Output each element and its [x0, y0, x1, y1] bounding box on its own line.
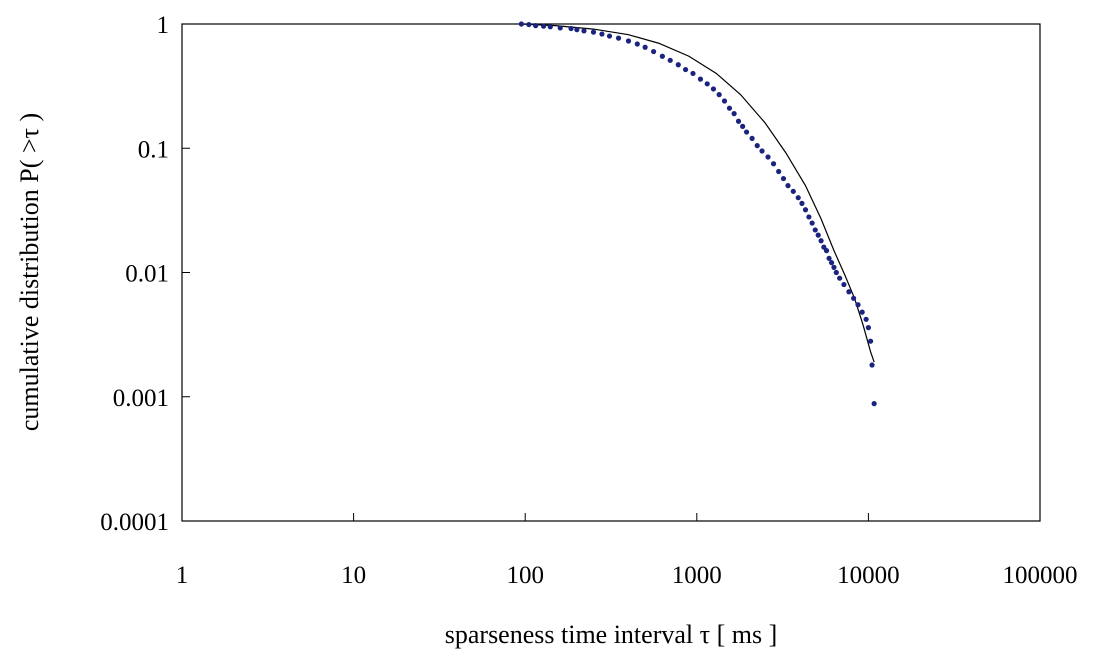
data-points [518, 21, 877, 407]
x-axis-ticks: 1 10 100 1000 10000 100000 [176, 513, 1078, 589]
data-point [859, 309, 865, 315]
y-axis-label: cumulative distribution P( >τ ) [15, 113, 44, 431]
data-point [650, 48, 657, 55]
y-tick-label: 0.1 [138, 136, 169, 163]
data-point [855, 302, 861, 308]
data-point [557, 25, 563, 31]
data-point [642, 44, 648, 50]
data-point [812, 227, 818, 233]
x-tick-label: 10000 [837, 562, 900, 589]
data-point [731, 111, 737, 117]
data-point [826, 255, 832, 261]
data-point [785, 183, 791, 189]
y-tick-label: 1 [157, 12, 170, 39]
data-point [823, 248, 830, 254]
data-point [568, 25, 574, 32]
y-tick-label: 0.0001 [100, 509, 169, 536]
data-point [776, 168, 782, 175]
data-point [795, 195, 801, 201]
data-point [667, 57, 673, 63]
data-point [682, 66, 689, 73]
data-point [726, 105, 733, 111]
data-point [710, 86, 717, 92]
data-point [704, 81, 710, 87]
data-point [749, 135, 755, 142]
data-point [869, 362, 875, 368]
data-point [716, 92, 722, 98]
y-axis-ticks: 1 0.1 0.01 0.001 0.0001 [100, 12, 190, 536]
data-point [802, 207, 809, 213]
data-point [675, 62, 681, 68]
data-point [547, 24, 553, 30]
data-point [599, 31, 605, 37]
data-point [581, 28, 587, 34]
data-point [818, 238, 824, 244]
y-tick-label: 0.001 [113, 385, 169, 412]
data-point [697, 76, 704, 82]
x-tick-label: 100 [506, 562, 544, 589]
x-axis-label: sparseness time interval τ [ ms ] [445, 620, 777, 649]
data-point [740, 123, 746, 129]
data-point [625, 38, 632, 44]
data-point [780, 175, 787, 182]
data-point [590, 29, 597, 35]
data-point [735, 118, 742, 124]
data-point [871, 401, 877, 407]
data-point [815, 232, 821, 238]
data-point [806, 214, 812, 220]
plot-area [181, 23, 1041, 522]
data-point [533, 23, 539, 29]
data-point [606, 33, 613, 39]
x-tick-label: 10 [341, 562, 366, 589]
data-point [721, 98, 728, 104]
data-point [846, 289, 852, 295]
data-point [574, 27, 580, 33]
data-point [541, 23, 547, 29]
data-point [759, 148, 765, 154]
data-point [790, 188, 796, 194]
data-point [615, 35, 622, 41]
data-point [809, 220, 815, 226]
x-tick-label: 1 [176, 562, 189, 589]
data-point [690, 70, 696, 77]
data-point [659, 53, 665, 59]
data-point [518, 21, 524, 27]
x-tick-label: 100000 [1003, 562, 1078, 589]
data-point [833, 269, 839, 276]
data-point [828, 260, 835, 266]
data-point [754, 143, 760, 149]
fit-line [521, 23, 875, 363]
data-point [865, 325, 872, 331]
data-point [765, 154, 771, 160]
data-point [841, 281, 847, 288]
data-point [837, 275, 843, 281]
data-point [831, 264, 837, 270]
data-point [851, 295, 857, 301]
data-point [868, 338, 874, 344]
data-point [863, 316, 869, 322]
y-tick-label: 0.01 [125, 261, 169, 288]
data-point [770, 161, 777, 167]
data-point [526, 21, 532, 28]
data-point [634, 41, 640, 47]
data-point [743, 129, 750, 135]
x-tick-label: 1000 [672, 562, 722, 589]
data-point [799, 200, 805, 206]
